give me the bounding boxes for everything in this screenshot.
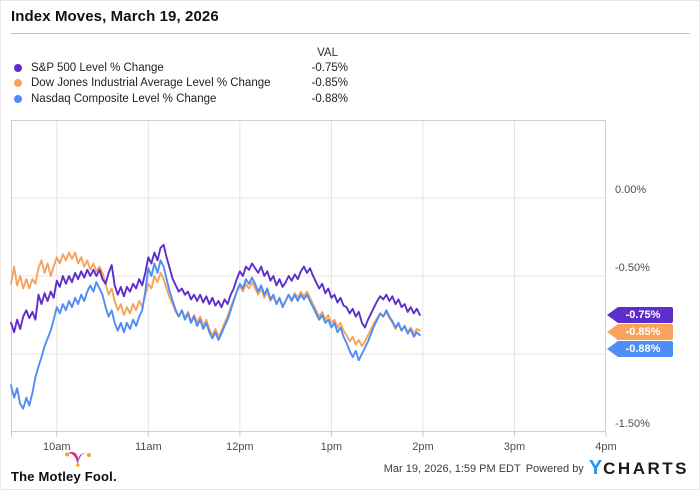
legend-label-dow: Dow Jones Industrial Average Level % Cha… (31, 77, 271, 90)
series-line-sp500 (10, 243, 421, 334)
y-axis-tick-label: 0.00% (615, 184, 647, 196)
title-divider (11, 33, 690, 34)
y-axis-tick-label: -1.50% (615, 418, 650, 430)
page-title: Index Moves, March 19, 2026 (11, 8, 219, 25)
nasdaq-series-dot-icon (14, 94, 22, 103)
y-axis-tick-label: -0.50% (615, 262, 650, 274)
legend-row-dow: Dow Jones Industrial Average Level % Cha… (11, 76, 348, 92)
series-line-nasdaq (10, 259, 421, 410)
chart-timestamp: Mar 19, 2026, 1:59 PM EDT (383, 462, 521, 475)
plot-svg (10, 120, 607, 437)
footer-attribution: Mar 19, 2026, 1:59 PM EDT Powered by Y C… (384, 457, 689, 480)
legend-value-dow: -0.85% (311, 77, 348, 90)
end-value-badge-dow: -0.85% (607, 324, 673, 340)
legend-value-nasdaq: -0.88% (311, 92, 348, 105)
jester-hat-icon (65, 452, 91, 467)
end-value-badge-nasdaq: -0.88% (607, 341, 673, 357)
x-axis-tick-label: 11am (134, 441, 162, 453)
legend-val-header: VAL (317, 47, 338, 59)
x-axis-tick-label: 12pm (226, 441, 254, 453)
x-axis-tick-label: 1pm (320, 441, 343, 453)
x-axis-tick-label: 2pm (412, 441, 434, 453)
x-axis-tick-label: 3pm (503, 441, 526, 453)
motley-fool-logo: The Motley Fool. (11, 448, 141, 486)
end-value-badge-sp500: -0.75% (607, 307, 673, 323)
chart-plot-area: 0.00% -0.50% -1.50% 10am 11am 12pm 1pm 2pm 3pm 4… (10, 120, 673, 453)
dow-series-dot-icon (14, 79, 22, 88)
powered-by-label: Powered by (525, 462, 584, 475)
x-axis-tick-label: 4pm (595, 441, 617, 453)
legend-row-nasdaq: Nasdaq Composite Level % Change -0.88% (11, 91, 348, 107)
series-line-dow (10, 251, 421, 348)
legend-value-sp500: -0.75% (311, 61, 348, 74)
ycharts-y-icon: Y (588, 457, 603, 479)
legend-row-sp500: S&P 500 Level % Change -0.75% (11, 60, 348, 76)
x-axis-tick-label: 10am (43, 441, 71, 453)
ycharts-wordmark: CHARTS (603, 459, 689, 478)
legend-label-nasdaq: Nasdaq Composite Level % Change (31, 92, 217, 105)
legend: S&P 500 Level % Change -0.75% Dow Jones … (11, 60, 348, 107)
motley-fool-wordmark: The Motley Fool. (11, 469, 117, 484)
ycharts-logo: Y CHARTS (589, 457, 689, 480)
legend-label-sp500: S&P 500 Level % Change (31, 61, 164, 74)
sp500-series-dot-icon (14, 63, 22, 72)
